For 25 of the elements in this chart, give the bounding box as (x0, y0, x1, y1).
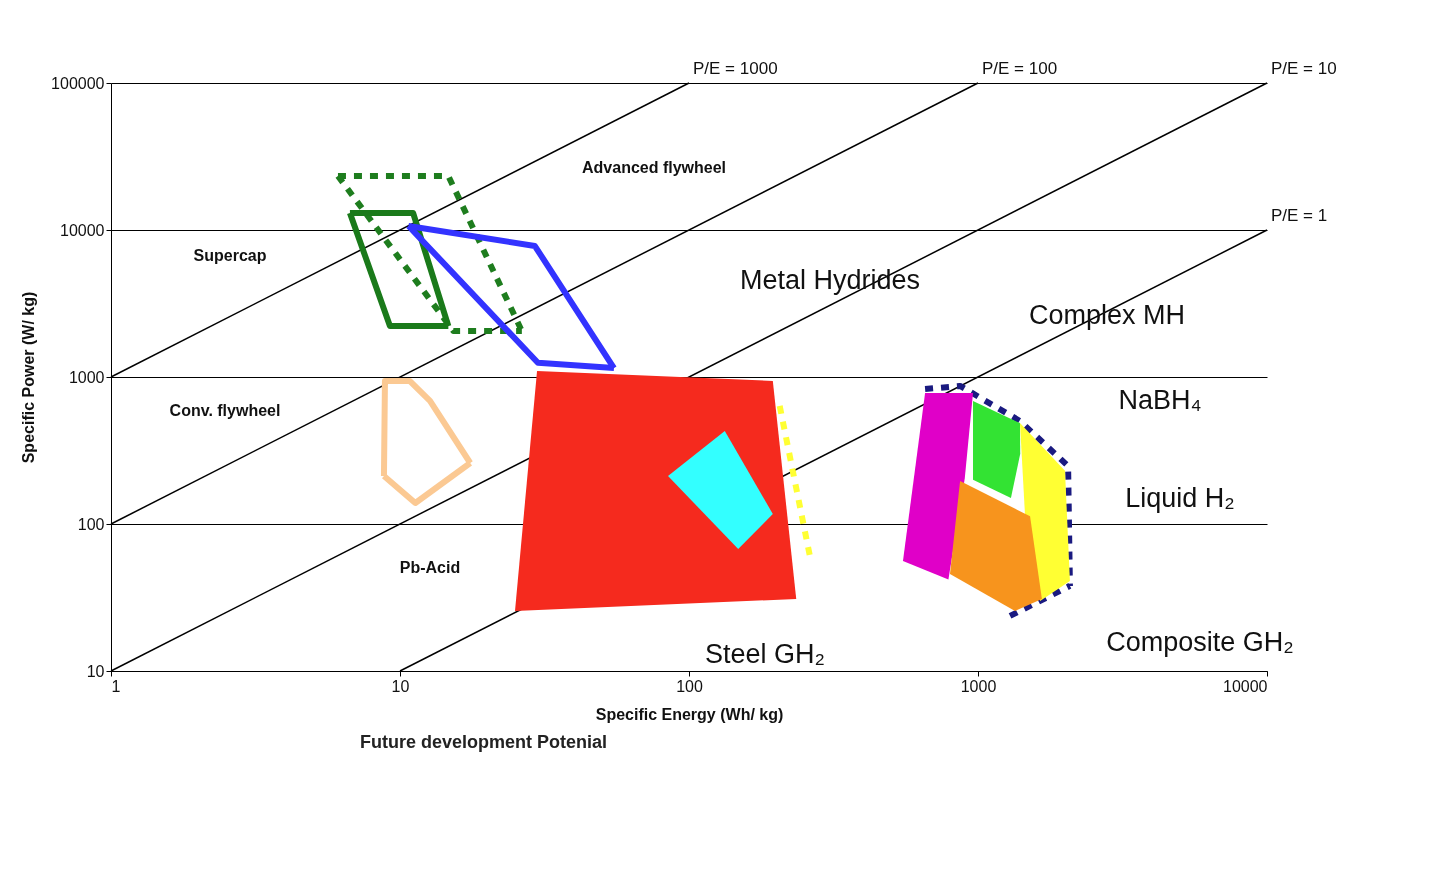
y-tick-label: 10000 (60, 221, 105, 239)
x-tick-label: 10 (391, 677, 410, 695)
annotation: Advanced flywheel (582, 159, 727, 176)
annotation: Liquid H₂ (1125, 483, 1235, 513)
x-tick-label: 100 (676, 677, 703, 695)
x-tick-label: 10000 (1223, 677, 1268, 695)
annotation: Composite GH₂ (1106, 627, 1294, 657)
annotation: Steel GH₂ (704, 639, 826, 669)
y-axis-title: Specific Power (W/ kg) (20, 291, 38, 464)
annotation: Pb-Acid (399, 559, 461, 576)
annotation: NaBH₄ (1118, 385, 1202, 415)
annotation: Conv. flywheel (169, 402, 281, 419)
x-tick-label: 1000 (960, 677, 997, 695)
text: Future development Potenial (360, 732, 609, 753)
x-axis-title: Specific Energy (Wh/ kg) (595, 705, 784, 723)
y-tick-label: 1000 (68, 368, 105, 386)
y-tick-label: 100 (77, 515, 105, 533)
series-label: P/E = 10 (1271, 59, 1337, 78)
annotation: Supercap (193, 247, 267, 264)
y-tick-label: 100000 (51, 74, 105, 92)
series-label: P/E = 100 (982, 59, 1058, 78)
x-tick-label: 1 (111, 677, 121, 695)
series-label: P/E = 1000 (693, 59, 778, 78)
y-tick-label: 10 (86, 662, 105, 680)
series-label: P/E = 1 (1271, 206, 1328, 225)
